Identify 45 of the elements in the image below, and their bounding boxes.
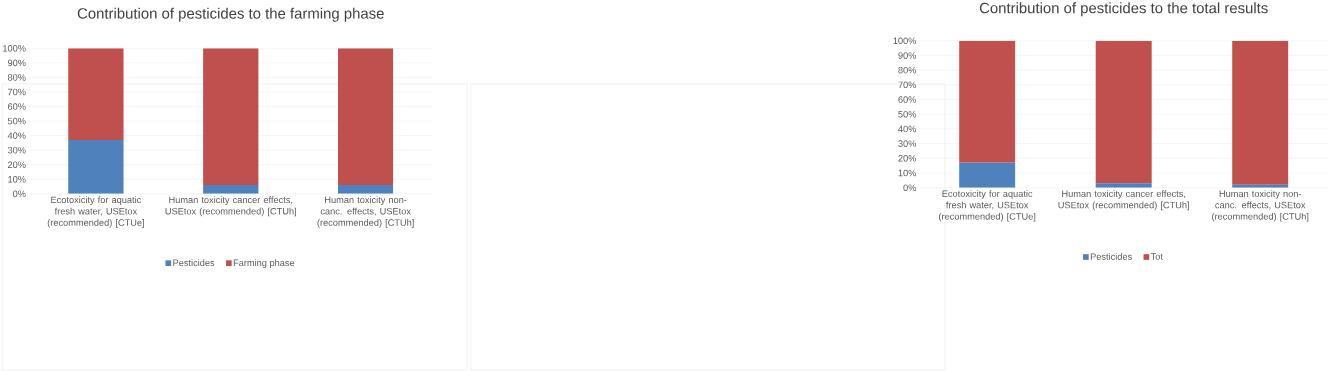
bar [959,162,1016,188]
x-tick-label: Ecotoxicity for aquatic fresh water, USEtox (recommended) [CTUe] [47,196,144,228]
bar [68,139,124,194]
chart-title: Contribution of pesticides to the farming phase [77,7,384,22]
bar [337,184,394,194]
y-tick-label: 50% [7,117,26,125]
bar [1095,183,1152,188]
y-tick-label: 80% [898,66,917,74]
bar [1232,40,1289,185]
y-tick-label: 20% [898,154,917,162]
y-tick-label: 10% [898,169,917,177]
bar [203,48,259,185]
x-tick-label: Human toxicity cancer effects, USEtox (recommended) [CTUh] [165,196,296,217]
x-tick-label: Ecotoxicity for aquatic fresh water, USEtox (recommended) [CTUe] [939,190,1036,222]
bar [68,48,124,140]
bar [337,48,394,185]
y-tick-label: 60% [898,96,917,103]
chart-title: Contribution of pesticides to the total results [979,2,1268,17]
legend-label: Farming phase [233,259,295,268]
y-tick-label: 30% [7,146,26,154]
bar [203,184,259,194]
y-tick-label: 0% [12,190,26,197]
x-tick-label: Human toxicity non-canc. effects, USEtox (recommended) [CTUh] [1212,190,1309,222]
bar [959,40,1016,163]
y-tick-label: 60% [7,103,26,110]
legend-label: Pesticides [1090,252,1132,260]
y-tick-label: 100% [893,37,917,44]
y-tick-label: 30% [898,140,917,147]
y-tick-label: 80% [7,73,26,81]
y-tick-label: 70% [7,88,26,96]
legend-label: Pesticides [173,259,215,266]
y-tick-label: 40% [7,132,26,139]
y-tick-label: 90% [898,52,917,59]
y-tick-label: 0% [903,184,917,191]
y-tick-label: 20% [7,161,26,168]
y-tick-label: 10% [8,175,26,183]
x-tick-label: Human toxicity non-canc. effects, USEtox (recommended) [CTUh] [317,196,414,228]
legend-label: Tot [1150,253,1163,260]
y-tick-label: 70% [898,81,917,88]
y-tick-label: 40% [898,125,917,133]
y-tick-label: 90% [7,59,26,66]
y-tick-label: 50% [898,110,917,118]
x-tick-label: Human toxicity cancer effects, USEtox (recommended) [CTUh] [1058,190,1189,210]
bar [1095,40,1152,184]
y-tick-label: 100% [3,44,26,52]
